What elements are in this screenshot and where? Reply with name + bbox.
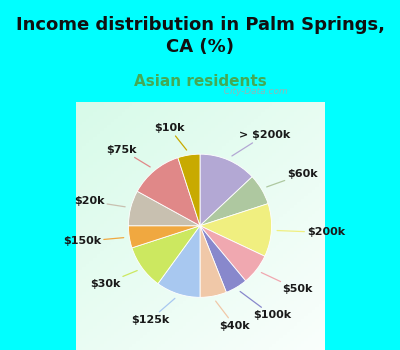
Text: Asian residents: Asian residents (134, 74, 266, 89)
Text: City-Data.com: City-Data.com (218, 86, 288, 96)
Text: $150k: $150k (63, 236, 124, 246)
Wedge shape (178, 154, 200, 226)
Wedge shape (200, 226, 226, 297)
Text: $60k: $60k (267, 169, 318, 187)
Text: Income distribution in Palm Springs,
CA (%): Income distribution in Palm Springs, CA … (16, 16, 384, 56)
Text: $100k: $100k (240, 292, 291, 320)
Text: $50k: $50k (261, 273, 312, 294)
Wedge shape (200, 204, 272, 256)
Text: $30k: $30k (90, 271, 137, 289)
Text: > $200k: > $200k (232, 130, 290, 156)
Wedge shape (200, 226, 246, 292)
Text: $200k: $200k (277, 228, 345, 238)
Text: $10k: $10k (154, 123, 187, 150)
Text: $125k: $125k (131, 298, 175, 325)
Wedge shape (128, 191, 200, 226)
Wedge shape (132, 226, 200, 284)
Wedge shape (200, 226, 265, 281)
Wedge shape (200, 177, 268, 226)
Text: $75k: $75k (106, 145, 150, 167)
Wedge shape (158, 226, 200, 297)
Text: $40k: $40k (216, 301, 250, 331)
Wedge shape (200, 154, 252, 226)
Wedge shape (128, 226, 200, 248)
Text: $20k: $20k (74, 196, 125, 207)
Wedge shape (137, 158, 200, 226)
